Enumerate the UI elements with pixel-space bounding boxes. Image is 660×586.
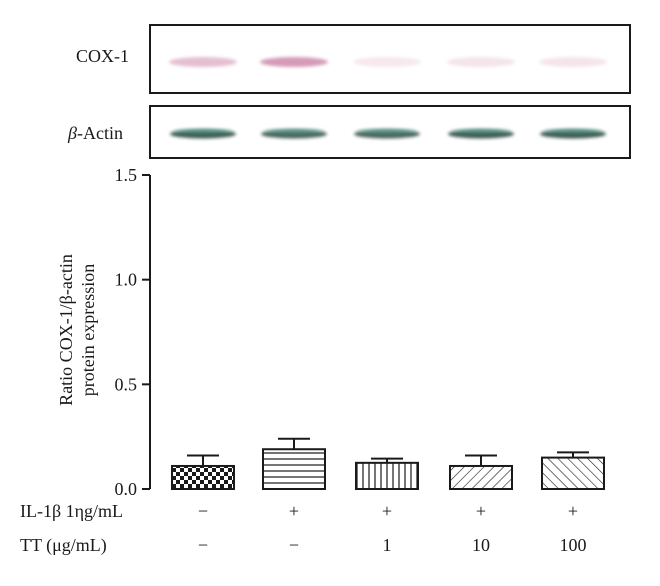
y-tick-label: 0.5 xyxy=(115,374,138,394)
row1-value-4: + xyxy=(476,501,486,521)
y-ticks: 0.0 0.5 1.0 1.5 xyxy=(115,165,150,499)
actin-band-highlight-5 xyxy=(543,128,603,134)
actin-band-highlight-2 xyxy=(264,128,324,134)
cox1-bands xyxy=(169,57,607,67)
treatment-table: IL-1β 1ηg/mL TT (μg/mL) − + + + + − − 1 10 100 xyxy=(20,501,587,556)
y-tick-label: 1.0 xyxy=(115,270,138,290)
actin-label-rest: -Actin xyxy=(77,123,123,143)
actin-band-highlight-4 xyxy=(451,128,511,134)
actin-blot: β-Actin xyxy=(67,105,631,159)
error-bars xyxy=(187,437,589,466)
cox1-band-5 xyxy=(539,57,607,67)
bar-1 xyxy=(171,464,235,490)
treatment-row1-label: IL-1β 1ηg/mL xyxy=(20,501,123,521)
cox1-band-2 xyxy=(260,57,328,67)
row2-value-4: 10 xyxy=(472,535,490,555)
treatment-row2-label: TT (μg/mL) xyxy=(20,535,107,556)
cox1-band-1 xyxy=(169,57,237,67)
bar-3 xyxy=(355,461,419,491)
y-axis-label-line2: protein expression xyxy=(78,264,98,396)
cox1-band-3 xyxy=(353,57,421,67)
row1-value-3: + xyxy=(382,501,392,521)
cox1-band-4 xyxy=(447,57,515,67)
bars xyxy=(171,448,605,491)
cox1-label: COX-1 xyxy=(76,46,129,66)
row1-value-1: − xyxy=(198,501,208,521)
actin-band-highlight-1 xyxy=(173,128,233,134)
treatment-row1-values: − + + + + xyxy=(198,501,578,521)
actin-band-highlight-3 xyxy=(357,128,417,134)
bar-5 xyxy=(541,456,605,491)
row1-value-2: + xyxy=(289,501,299,521)
y-tick-label: 1.5 xyxy=(115,165,138,185)
bar-4 xyxy=(449,464,513,490)
y-tick-label: 0.0 xyxy=(115,479,138,499)
bar-chart: Ratio COX-1/β-actin protein expression 0… xyxy=(56,165,605,499)
row2-value-5: 100 xyxy=(560,535,587,555)
y-axis-label-line1: Ratio COX-1/β-actin xyxy=(56,254,76,406)
cox1-blot: COX-1 xyxy=(76,24,631,94)
actin-label: β-Actin xyxy=(67,123,123,143)
bar-2 xyxy=(262,448,326,490)
row2-value-2: − xyxy=(289,535,299,555)
row1-value-5: + xyxy=(568,501,578,521)
actin-bands xyxy=(170,128,606,139)
row2-value-1: − xyxy=(198,535,208,555)
row2-value-3: 1 xyxy=(383,535,392,555)
treatment-row2-values: − − 1 10 100 xyxy=(198,535,587,555)
actin-label-greek: β xyxy=(67,123,77,143)
